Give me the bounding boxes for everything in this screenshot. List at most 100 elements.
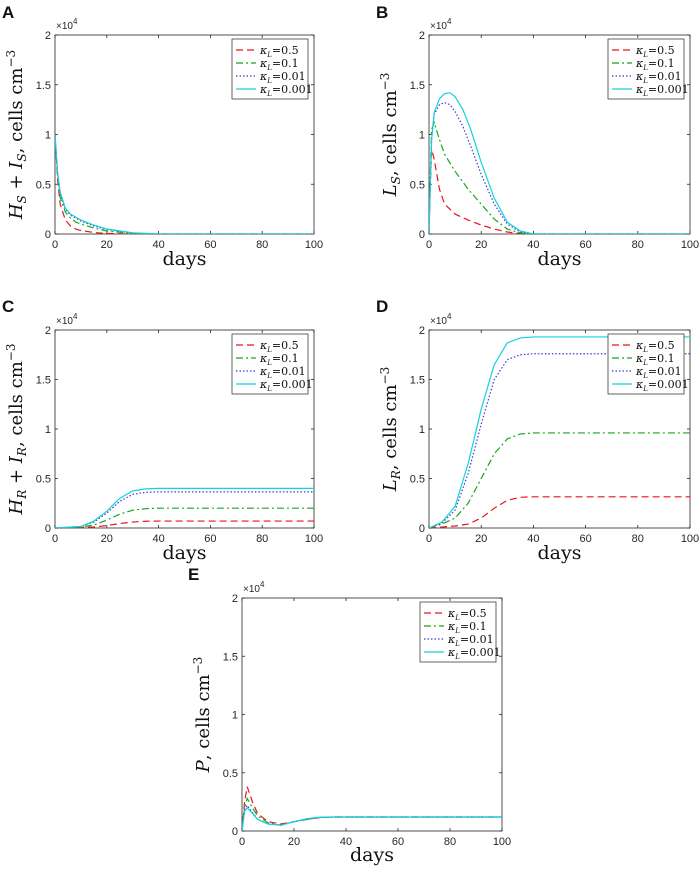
y-label-units: , cells cm [6,361,27,447]
y-tick-label: 1.5 [410,80,425,92]
y-tick-label: 0.5 [410,474,425,486]
legend-kappa: κ [259,44,268,57]
panel-label: D [376,297,388,316]
x-tick-label: 80 [256,533,268,545]
legend-subscript: L [266,77,272,85]
y-label-subscript: S [389,176,403,184]
y-multiplier-exponent: 4 [447,312,452,321]
legend-kappa: κ [635,339,644,352]
legend-kappa: κ [635,83,644,96]
legend-value: =0.5 [648,44,675,57]
x-tick-label: 60 [579,533,591,545]
legend-subscript: L [454,614,460,622]
y-multiplier: ×104 [243,580,265,595]
legend-entry: κL=0.5 [259,339,299,354]
y-label-units: , cells cm [380,90,401,176]
legend-value: =0.01 [272,70,306,83]
y-tick-label: 1.5 [223,651,238,663]
legend-value: =0.001 [272,83,313,96]
legend-kappa: κ [259,378,268,391]
legend-value: =0.001 [648,83,689,96]
legend-value: =0.01 [460,633,494,646]
legend-kappa: κ [259,57,268,70]
legend-subscript: L [266,64,272,72]
x-tick-label: 80 [444,836,456,848]
y-label-main: H [6,498,27,515]
legend-value: =0.5 [460,607,487,620]
legend-value: =0.5 [272,44,299,57]
y-multiplier: ×104 [56,17,78,32]
y-tick-label: 1 [419,130,425,142]
legend-kappa: κ [259,70,268,83]
legend-subscript: L [266,90,272,98]
legend-kappa: κ [259,83,268,96]
legend-subscript: L [642,64,648,72]
y-tick-label: 2 [45,325,51,337]
panel-label: A [2,3,14,22]
x-tick-label: 100 [305,239,323,251]
legend-value: =0.1 [460,620,487,633]
y-label-main: L [380,479,401,492]
legend-entry: κL=0.001 [635,83,689,98]
x-tick-label: 40 [152,239,164,251]
legend-kappa: κ [259,352,268,365]
legend-subscript: L [642,77,648,85]
x-tick-label: 80 [632,533,644,545]
legend-value: =0.01 [648,365,682,378]
x-tick-label: 100 [493,836,511,848]
x-axis-label: days [163,248,207,270]
x-tick-label: 100 [681,239,699,251]
y-label-units: , cells cm [6,68,27,154]
x-tick-label: 40 [527,533,539,545]
y-label-exponent: −3 [378,367,392,385]
y-label-exponent: −3 [191,657,205,675]
legend-value: =0.1 [648,57,675,70]
y-tick-label: 1 [45,130,51,142]
x-tick-label: 0 [426,239,432,251]
y-tick-label: 1.5 [36,80,51,92]
y-tick-label: 1 [419,424,425,436]
y-tick-label: 0 [45,229,51,241]
y-label-subscript: R [15,490,29,500]
y-label-exponent: −3 [4,50,18,68]
y-multiplier-exponent: 4 [73,312,78,321]
legend-entry: κL=0.01 [259,365,306,380]
legend-entry: κL=0.5 [635,339,675,354]
y-multiplier-exponent: 4 [447,17,452,26]
y-multiplier-exponent: 4 [73,17,78,26]
x-tick-label: 40 [152,533,164,545]
x-tick-label: 20 [475,533,487,545]
x-tick-label: 100 [681,533,699,545]
legend-value: =0.1 [272,57,299,70]
legend-subscript: L [266,346,272,354]
legend-kappa: κ [447,633,456,646]
x-tick-label: 0 [52,533,58,545]
legend-value: =0.01 [272,365,306,378]
legend-value: =0.5 [272,339,299,352]
legend-entry: κL=0.5 [259,44,299,59]
y-multiplier: ×104 [430,17,452,32]
y-axis-label: P, cells cm−3 [191,657,214,774]
legend-box [231,333,309,395]
y-multiplier-base: ×10 [430,316,447,327]
series-line-3 [55,487,314,528]
y-multiplier-base: ×10 [56,316,73,327]
y-multiplier: ×104 [56,312,78,327]
x-tick-label: 20 [101,533,113,545]
y-tick-label: 1.5 [410,375,425,387]
y-axis-label: LR, cells cm−3 [378,367,403,493]
series-line-0 [242,786,502,831]
legend-value: =0.001 [272,378,313,391]
y-tick-label: 0 [419,523,425,535]
panel-label: C [2,297,14,316]
y-label-units: , cells cm [193,674,214,760]
y-label-mid: + I [6,455,27,490]
legend-entry: κL=0.1 [259,57,299,72]
legend-entry: κL=0.1 [635,57,675,72]
